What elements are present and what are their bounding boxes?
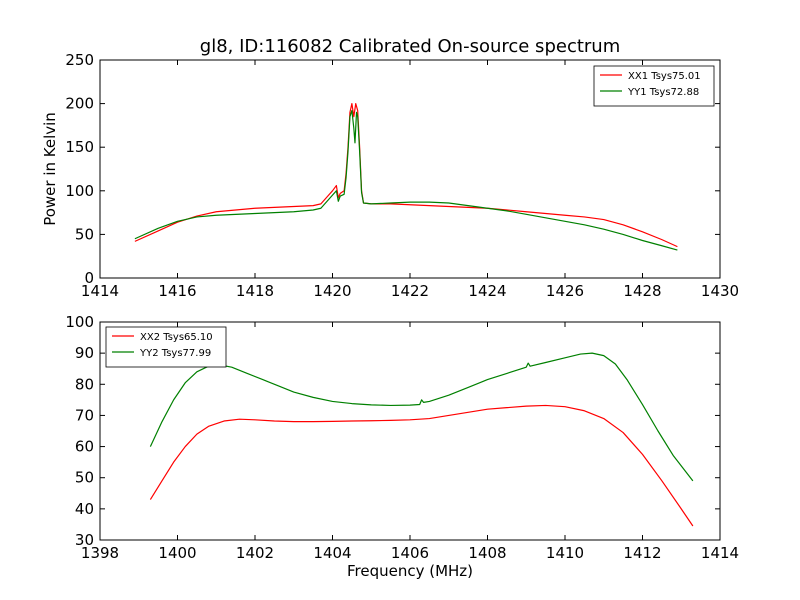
top-y-tick-label: 200 — [65, 95, 94, 113]
top-legend-label-2: YY1 Tsys72.88 — [627, 87, 699, 98]
bottom-x-tick-label: 1410 — [546, 544, 584, 562]
top-series-line-1 — [134, 103, 678, 248]
x-axis-label: Frequency (MHz) — [347, 562, 473, 580]
top-legend: XX1 Tsys75.01 YY1 Tsys72.88 — [593, 65, 715, 107]
bottom-x-tick-label: 1408 — [468, 544, 506, 562]
bottom-series-line-1 — [149, 404, 694, 527]
bottom-x-tick-label: 1414 — [701, 544, 739, 562]
bottom-x-tick-label: 1406 — [391, 544, 429, 562]
bottom-x-tick-label: 1402 — [236, 544, 274, 562]
top-series-line-2 — [134, 109, 678, 251]
bottom-legend: XX2 Tsys65.10 YY2 Tsys77.99 — [105, 326, 227, 368]
bottom-x-tick-label: 1404 — [313, 544, 351, 562]
top-spectrum-chart: 1414 1416 1418 1420 1422 1424 1426 1428 1430 0 50 1… — [41, 51, 739, 300]
top-y-tick-label: 250 — [65, 51, 94, 69]
top-x-tick-label: 1422 — [391, 282, 429, 300]
bottom-y-tick-label: 80 — [75, 375, 94, 393]
top-x-tick-label: 1418 — [236, 282, 274, 300]
figure-title: gl8, ID:116082 Calibrated On-source spec… — [200, 36, 620, 57]
bottom-y-tick-label: 40 — [75, 500, 94, 518]
bottom-x-tick-label: 1400 — [158, 544, 196, 562]
bottom-axis-ticks: 1398 1400 1402 1404 1406 1408 1410 1412 1414 30 40… — [65, 313, 739, 562]
bottom-x-tick-label: 1398 — [81, 544, 119, 562]
top-x-tick-label: 1428 — [623, 282, 661, 300]
top-axis-ticks: 1414 1416 1418 1420 1422 1424 1426 1428 1430 0 50 1… — [65, 51, 739, 300]
top-x-tick-label: 1414 — [81, 282, 119, 300]
top-y-tick-label: 100 — [65, 182, 94, 200]
top-x-tick-label: 1416 — [158, 282, 196, 300]
top-x-tick-label: 1430 — [701, 282, 739, 300]
bottom-legend-box — [105, 326, 227, 368]
top-legend-label-1: XX1 Tsys75.01 — [628, 71, 701, 82]
bottom-x-tick-label: 1412 — [623, 544, 661, 562]
top-y-axis-label: Power in Kelvin — [41, 112, 59, 226]
top-y-tick-label: 150 — [65, 138, 94, 156]
top-x-tick-label: 1426 — [546, 282, 584, 300]
bottom-y-tick-label: 60 — [75, 438, 94, 456]
top-y-tick-label: 50 — [75, 225, 94, 243]
bottom-legend-label-2: YY2 Tsys77.99 — [139, 348, 211, 359]
top-x-tick-label: 1420 — [313, 282, 351, 300]
bottom-y-tick-label: 50 — [75, 469, 94, 487]
top-y-tick-label: 0 — [84, 269, 94, 287]
top-plot-lines — [134, 103, 678, 251]
bottom-y-tick-label: 70 — [75, 406, 94, 424]
bottom-y-tick-label: 90 — [75, 344, 94, 362]
bottom-y-tick-label: 30 — [75, 531, 94, 549]
top-x-tick-label: 1424 — [468, 282, 506, 300]
bottom-legend-label-1: XX2 Tsys65.10 — [140, 332, 213, 343]
top-legend-box — [593, 65, 715, 107]
bottom-spectrum-chart: 1398 1400 1402 1404 1406 1408 1410 1412 1414 30 40… — [65, 313, 739, 562]
bottom-y-tick-label: 100 — [65, 313, 94, 331]
